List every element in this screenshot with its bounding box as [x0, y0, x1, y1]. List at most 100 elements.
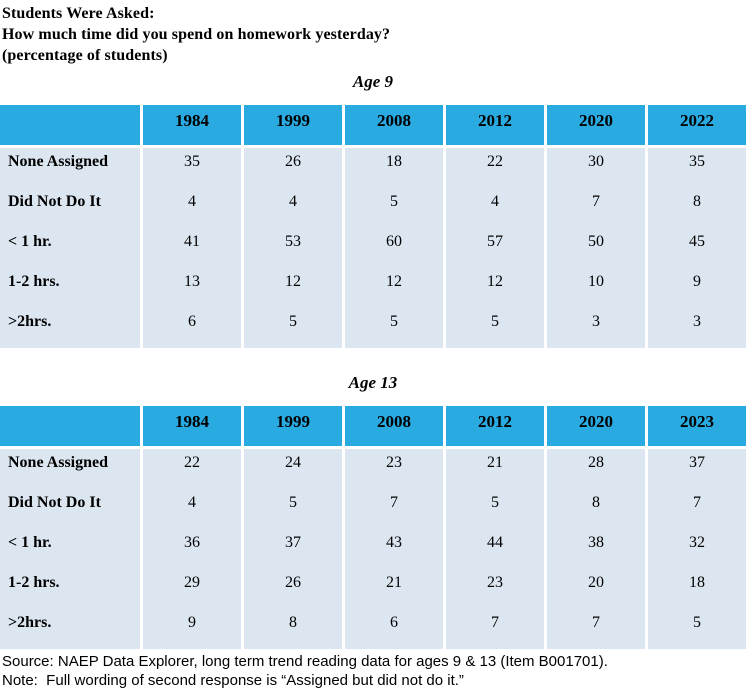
value-cell: 44 — [446, 529, 544, 569]
year-header: 2012 — [446, 105, 544, 145]
value-cell: 13 — [143, 268, 241, 308]
value-cell: 4 — [143, 489, 241, 529]
document-footer: Source: NAEP Data Explorer, long term tr… — [0, 652, 746, 690]
value-cell: 41 — [143, 228, 241, 268]
value-cell: 38 — [547, 529, 645, 569]
value-cell: 60 — [345, 228, 443, 268]
value-cell: 10 — [547, 268, 645, 308]
table-row: Did Not Do It 4 4 5 4 7 8 — [0, 188, 746, 228]
value-cell: 8 — [547, 489, 645, 529]
row-label: < 1 hr. — [0, 529, 140, 569]
value-cell: 53 — [244, 228, 342, 268]
value-cell: 43 — [345, 529, 443, 569]
value-cell: 7 — [547, 188, 645, 228]
value-cell: 23 — [345, 449, 443, 489]
value-cell: 12 — [446, 268, 544, 308]
year-header: 2022 — [648, 105, 746, 145]
year-header: 1999 — [244, 105, 342, 145]
value-cell: 8 — [648, 188, 746, 228]
row-label: Did Not Do It — [0, 188, 140, 228]
value-cell: 5 — [345, 188, 443, 228]
year-header: 2023 — [648, 406, 746, 446]
value-cell: 7 — [648, 489, 746, 529]
value-cell: 7 — [345, 489, 443, 529]
year-header: 2020 — [547, 406, 645, 446]
value-cell: 35 — [648, 148, 746, 188]
value-cell: 21 — [345, 569, 443, 609]
value-cell: 20 — [547, 569, 645, 609]
value-cell: 24 — [244, 449, 342, 489]
row-label: >2hrs. — [0, 609, 140, 649]
value-cell: 36 — [143, 529, 241, 569]
age13-title: Age 13 — [348, 373, 398, 392]
value-cell: 3 — [648, 308, 746, 348]
table-row: Did Not Do It 4 5 7 5 8 7 — [0, 489, 746, 529]
value-cell: 5 — [446, 489, 544, 529]
table-row: None Assigned 35 26 18 22 30 35 — [0, 148, 746, 188]
table-header-row: 1984 1999 2008 2012 2020 2023 — [0, 406, 746, 446]
value-cell: 5 — [345, 308, 443, 348]
year-header: 2012 — [446, 406, 544, 446]
value-cell: 22 — [446, 148, 544, 188]
value-cell: 6 — [345, 609, 443, 649]
document-heading: Students Were Asked: How much time did y… — [0, 0, 746, 66]
year-header: 2008 — [345, 105, 443, 145]
age9-title: Age 9 — [352, 72, 394, 91]
value-cell: 6 — [143, 308, 241, 348]
table-row: 1-2 hrs. 13 12 12 12 10 9 — [0, 268, 746, 308]
value-cell: 22 — [143, 449, 241, 489]
table-row: None Assigned 22 24 23 21 28 37 — [0, 449, 746, 489]
row-label: >2hrs. — [0, 308, 140, 348]
heading-line-1: Students Were Asked: — [2, 5, 155, 22]
value-cell: 7 — [446, 609, 544, 649]
value-cell: 50 — [547, 228, 645, 268]
value-cell: 18 — [648, 569, 746, 609]
table-row: 1-2 hrs. 29 26 21 23 20 18 — [0, 569, 746, 609]
value-cell: 4 — [446, 188, 544, 228]
value-cell: 12 — [345, 268, 443, 308]
wording-note: Note: Full wording of second response is… — [2, 672, 464, 689]
value-cell: 26 — [244, 148, 342, 188]
value-cell: 29 — [143, 569, 241, 609]
table-header-row: 1984 1999 2008 2012 2020 2022 — [0, 105, 746, 145]
value-cell: 12 — [244, 268, 342, 308]
row-label: Did Not Do It — [0, 489, 140, 529]
value-cell: 9 — [648, 268, 746, 308]
year-header: 2008 — [345, 406, 443, 446]
row-label: < 1 hr. — [0, 228, 140, 268]
value-cell: 4 — [143, 188, 241, 228]
value-cell: 35 — [143, 148, 241, 188]
value-cell: 21 — [446, 449, 544, 489]
source-note: Source: NAEP Data Explorer, long term tr… — [2, 653, 608, 670]
value-cell: 5 — [244, 308, 342, 348]
value-cell: 37 — [244, 529, 342, 569]
value-cell: 5 — [648, 609, 746, 649]
value-cell: 23 — [446, 569, 544, 609]
value-cell: 26 — [244, 569, 342, 609]
value-cell: 57 — [446, 228, 544, 268]
table-row: >2hrs. 9 8 6 7 7 5 — [0, 609, 746, 649]
row-label: None Assigned — [0, 148, 140, 188]
corner-cell — [0, 105, 140, 145]
value-cell: 3 — [547, 308, 645, 348]
value-cell: 37 — [648, 449, 746, 489]
value-cell: 30 — [547, 148, 645, 188]
value-cell: 45 — [648, 228, 746, 268]
value-cell: 4 — [244, 188, 342, 228]
heading-line-2: How much time did you spend on homework … — [2, 26, 391, 43]
year-header: 1999 — [244, 406, 342, 446]
year-header: 2020 — [547, 105, 645, 145]
value-cell: 18 — [345, 148, 443, 188]
table-row: >2hrs. 6 5 5 5 3 3 — [0, 308, 746, 348]
age13-table: 1984 1999 2008 2012 2020 2023 None Assigned 22 2… — [0, 406, 746, 649]
value-cell: 32 — [648, 529, 746, 569]
table-row: < 1 hr. 41 53 60 57 50 45 — [0, 228, 746, 268]
value-cell: 7 — [547, 609, 645, 649]
value-cell: 28 — [547, 449, 645, 489]
row-label: 1-2 hrs. — [0, 268, 140, 308]
corner-cell — [0, 406, 140, 446]
value-cell: 9 — [143, 609, 241, 649]
year-header: 1984 — [143, 406, 241, 446]
value-cell: 5 — [446, 308, 544, 348]
